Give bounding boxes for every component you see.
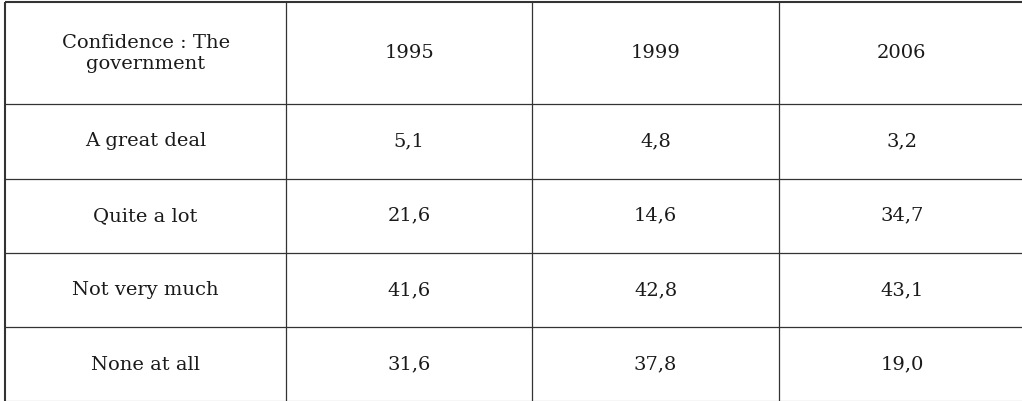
Text: 42,8: 42,8: [634, 281, 678, 299]
Text: 14,6: 14,6: [634, 207, 678, 225]
Text: 1995: 1995: [384, 44, 434, 62]
Text: 37,8: 37,8: [634, 356, 678, 374]
Text: 3,2: 3,2: [886, 132, 918, 150]
Text: 43,1: 43,1: [880, 281, 924, 299]
Text: 2006: 2006: [877, 44, 927, 62]
Text: 5,1: 5,1: [393, 132, 425, 150]
Text: 21,6: 21,6: [387, 207, 431, 225]
Text: Confidence : The
government: Confidence : The government: [61, 34, 230, 73]
Text: 19,0: 19,0: [880, 356, 924, 374]
Text: 4,8: 4,8: [640, 132, 671, 150]
Text: 34,7: 34,7: [880, 207, 924, 225]
Text: None at all: None at all: [91, 356, 200, 374]
Text: 41,6: 41,6: [387, 281, 431, 299]
Text: 1999: 1999: [631, 44, 681, 62]
Text: 31,6: 31,6: [387, 356, 431, 374]
Text: Not very much: Not very much: [73, 281, 219, 299]
Text: A great deal: A great deal: [85, 132, 206, 150]
Text: Quite a lot: Quite a lot: [93, 207, 198, 225]
